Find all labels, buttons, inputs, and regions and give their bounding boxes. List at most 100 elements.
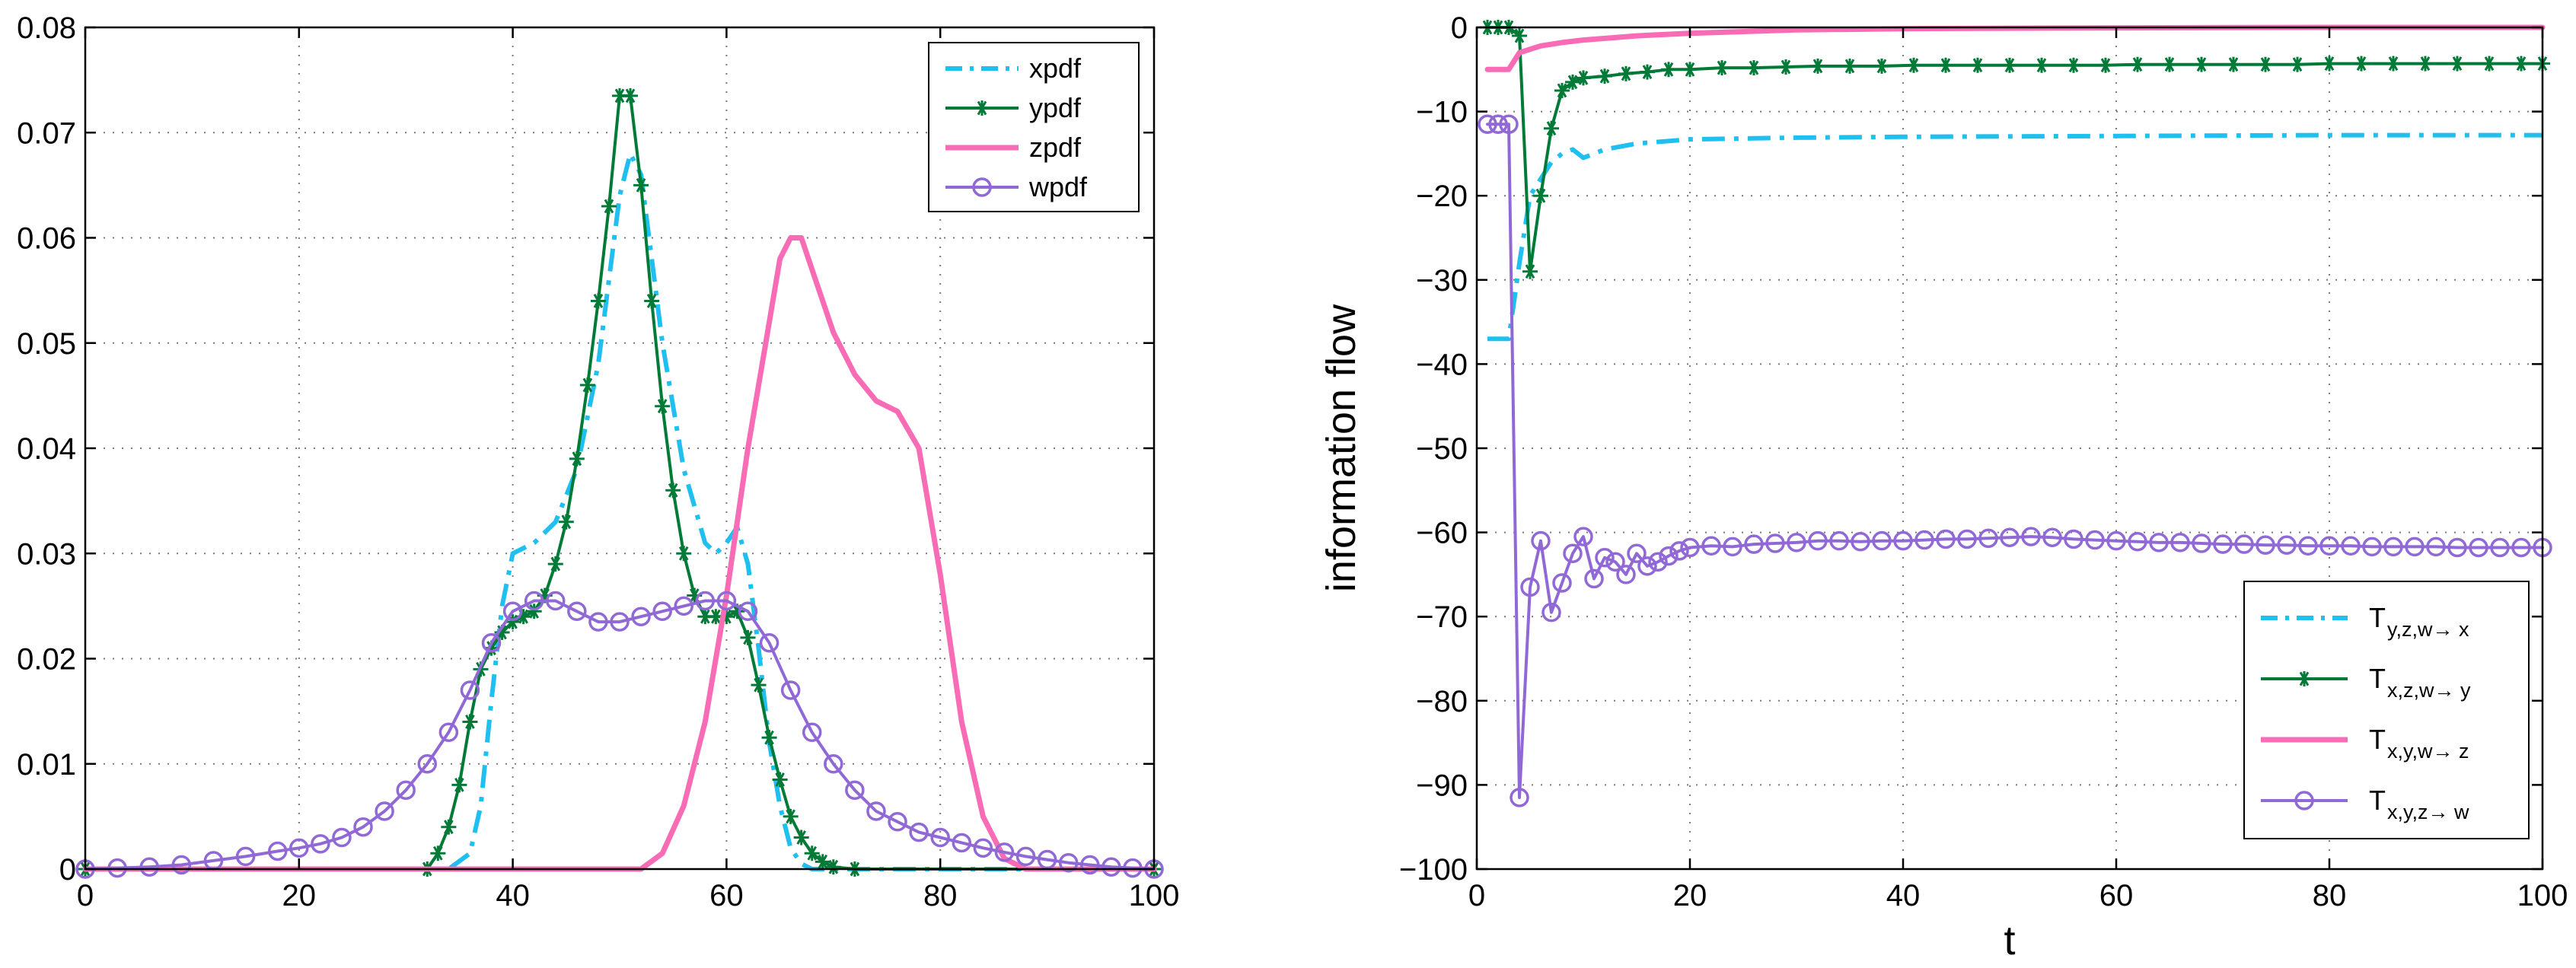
y-tick-label: 0.07 [17, 116, 76, 150]
data-point [2000, 527, 2020, 547]
data-point [1723, 537, 1742, 557]
data-point [502, 601, 523, 622]
legend-label: ypdf [1029, 92, 1082, 123]
series-zpdf [82, 235, 1157, 872]
legend-item: ypdf [945, 92, 1082, 123]
y-tick-label: 0 [59, 853, 76, 887]
y-tick-label: 0.02 [17, 643, 76, 677]
data-point [2002, 57, 2017, 73]
data-point [825, 859, 841, 875]
data-point [1701, 536, 1721, 556]
data-point [2490, 537, 2510, 558]
data-point [1906, 57, 1921, 73]
x-tick-label: 80 [923, 879, 958, 912]
data-point [441, 819, 457, 835]
data-point [1605, 552, 1625, 572]
data-point [1563, 543, 1583, 563]
data-point [2128, 532, 2147, 552]
data-point [1936, 529, 1956, 549]
y-tick-label: 0.04 [17, 432, 76, 466]
data-point [2149, 533, 2169, 552]
data-point [1808, 530, 1828, 551]
data-point [2383, 537, 2403, 557]
data-point [1565, 74, 1580, 90]
legend: xpdf ypdf zpdf wpdf [928, 42, 1140, 212]
data-point [994, 842, 1015, 862]
data-point [674, 596, 693, 616]
data-point [2098, 57, 2113, 73]
grid [1477, 27, 2543, 869]
x-tick-label: 100 [2517, 879, 2568, 912]
data-point [2162, 56, 2177, 72]
data-point [1872, 530, 1892, 551]
data-point [2511, 537, 2531, 558]
data-point [1058, 852, 1079, 873]
x-tick-label: 0 [1468, 879, 1485, 912]
y-tick-label: −50 [1416, 432, 1468, 466]
data-point [590, 293, 606, 309]
data-point [652, 601, 672, 622]
data-point [1478, 114, 1497, 134]
data-point [1101, 857, 1121, 877]
data-point [2354, 56, 2369, 72]
data-point [526, 603, 542, 619]
data-point [1978, 528, 1998, 549]
data-point [1573, 527, 1593, 546]
data-point [171, 855, 192, 875]
data-point [695, 591, 716, 611]
data-point [2170, 533, 2190, 552]
data-point [1851, 532, 1870, 552]
data-point [481, 633, 502, 653]
y-tick-label: 0.08 [17, 11, 76, 45]
legend-label: xpdf [1029, 53, 1082, 84]
data-point [1080, 855, 1100, 875]
data-point [804, 845, 820, 861]
data-point [633, 177, 649, 193]
y-tick-label: −30 [1416, 264, 1468, 298]
data-point [1037, 849, 1057, 870]
data-point [845, 780, 865, 801]
y-tick-label: −40 [1416, 348, 1468, 381]
x-tick-label: 100 [1129, 879, 1180, 912]
data-point [1714, 60, 1730, 76]
data-point [311, 834, 330, 854]
data-point [631, 607, 651, 626]
data-point [1778, 59, 1793, 75]
data-point [1510, 788, 1529, 807]
data-point [623, 88, 639, 103]
chart-left-pdf: 0 20 40 60 80 100 0 0.01 0.02 0.03 0.04 0.05 0.06 0.0… [17, 11, 1179, 912]
data-point [1541, 602, 1561, 623]
data-point [1597, 68, 1612, 84]
data-point [1552, 573, 1572, 593]
data-point [558, 514, 574, 530]
data-point [375, 801, 394, 821]
data-point [1787, 533, 1806, 552]
data-point [783, 808, 799, 824]
data-point [866, 801, 886, 821]
series-line [85, 151, 1154, 871]
data-point [1682, 62, 1698, 78]
data-point [2341, 536, 2361, 556]
data-point [751, 677, 767, 693]
data-point [952, 833, 972, 853]
y-tick-label: −20 [1416, 180, 1468, 213]
data-point [1488, 114, 1508, 134]
y-tick-label: −60 [1416, 517, 1468, 550]
legend-box [928, 42, 1140, 212]
data-point [1970, 57, 1985, 73]
data-point [460, 680, 480, 700]
data-point [1669, 541, 1689, 561]
data-point [1637, 556, 1657, 576]
series-line [1486, 26, 2544, 273]
data-point [2386, 56, 2401, 72]
data-point [1648, 552, 1668, 572]
data-point [909, 822, 929, 842]
y-tick-label: −90 [1416, 769, 1468, 802]
data-point [2258, 56, 2273, 72]
data-point [1554, 82, 1570, 98]
data-point [2418, 56, 2433, 72]
data-point [973, 838, 993, 858]
data-point [1893, 530, 1913, 551]
x-axis-label: t [2004, 918, 2015, 963]
data-point [451, 777, 467, 793]
